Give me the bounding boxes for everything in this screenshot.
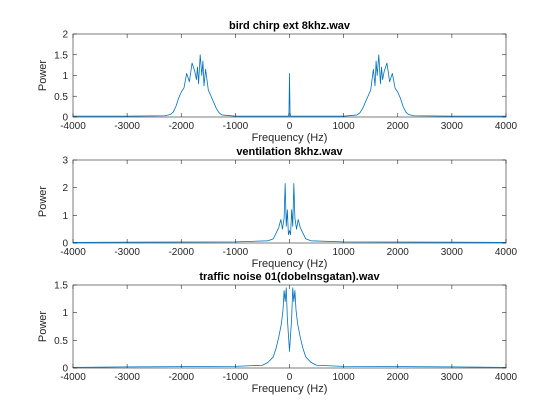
x-tick-label: -3000 — [114, 372, 140, 383]
chart-title: bird chirp ext 8khz.wav — [229, 20, 351, 32]
y-tick-label: 1 — [62, 71, 68, 82]
x-tick-label: -2000 — [168, 121, 194, 132]
x-tick-label: 0 — [287, 247, 293, 258]
x-tick-label: -4000 — [60, 372, 86, 383]
y-tick-label: 1.5 — [54, 281, 68, 292]
x-tick-label: -3000 — [114, 121, 140, 132]
y-tick-label: 0.5 — [54, 336, 68, 347]
x-tick-label: -4000 — [60, 247, 86, 258]
subplot-2: -4000 -3000 -2000 -1000 0 1000 2000 3000 4000 0 1 2… — [37, 146, 518, 270]
y-tick-label: 0 — [62, 239, 68, 250]
x-tick-label: -4000 — [60, 121, 86, 132]
x-tick-label: 4000 — [495, 121, 518, 132]
y-tick-label: 2 — [62, 183, 68, 194]
x-tick-label: 3000 — [441, 247, 464, 258]
x-tick-label: 1000 — [333, 372, 356, 383]
x-tick-label: -1000 — [223, 121, 249, 132]
x-axis-label: Frequency (Hz) — [252, 383, 328, 395]
x-tick-label: -3000 — [114, 247, 140, 258]
y-axis-label: Power — [37, 186, 49, 218]
y-axis-label: Power — [37, 60, 49, 92]
x-tick-label: 3000 — [441, 121, 464, 132]
y-tick-label: 0 — [62, 113, 68, 124]
y-tick-label: 1.5 — [54, 50, 68, 61]
spectrum-line — [72, 183, 507, 243]
y-axis-label: Power — [37, 311, 49, 343]
x-tick-label: 4000 — [495, 372, 518, 383]
chart-title: traffic noise 01(dobelnsgatan).wav — [199, 271, 380, 283]
x-axis-label: Frequency (Hz) — [252, 258, 328, 270]
axes-box — [72, 284, 507, 369]
y-tick-label: 0 — [62, 364, 68, 375]
y-tick-label: 1 — [62, 308, 68, 319]
x-tick-label: 0 — [287, 121, 293, 132]
x-tick-label: -2000 — [168, 247, 194, 258]
x-tick-label: 4000 — [495, 247, 518, 258]
x-tick-label: -2000 — [168, 372, 194, 383]
x-tick-label: 1000 — [333, 247, 356, 258]
y-tick-label: 3 — [62, 156, 68, 167]
x-tick-label: 2000 — [387, 121, 410, 132]
x-tick-label: 2000 — [387, 372, 410, 383]
x-tick-label: 2000 — [387, 247, 410, 258]
x-tick-label: 1000 — [333, 121, 356, 132]
subplot-1: -4000 -3000 -2000 -1000 0 1000 2000 3000 4000 0 0.… — [37, 20, 518, 144]
subplot-3: -4000 -3000 -2000 -1000 0 1000 2000 3000 4000 0 0.… — [37, 271, 518, 395]
x-tick-label: 0 — [287, 372, 293, 383]
x-tick-label: -1000 — [223, 372, 249, 383]
x-axis-label: Frequency (Hz) — [252, 132, 328, 144]
y-tick-label: 1 — [62, 211, 68, 222]
x-tick-label: 3000 — [441, 372, 464, 383]
chart-title: ventilation 8khz.wav — [236, 146, 343, 158]
spectrum-line — [72, 287, 507, 368]
spectrum-line — [73, 54, 506, 117]
x-tick-label: -1000 — [223, 247, 249, 258]
y-tick-label: 0.5 — [54, 92, 68, 103]
y-tick-label: 2 — [62, 30, 68, 41]
